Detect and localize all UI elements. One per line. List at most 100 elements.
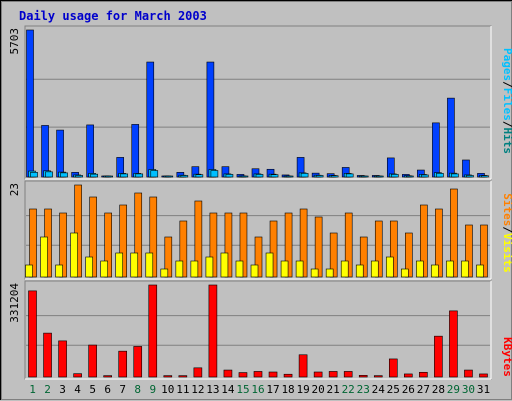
bar-pages-15 xyxy=(240,175,249,178)
bar-kbytes-14 xyxy=(223,369,233,378)
legend-part: Pages xyxy=(501,48,512,81)
bar-sites-3 xyxy=(55,264,63,278)
bar-visits-20 xyxy=(314,216,323,278)
x-label-day-15: 15 xyxy=(236,383,249,396)
bar-visits-25 xyxy=(389,220,398,278)
bar-pages-30 xyxy=(466,175,474,178)
legend-sites-visits: Sites/Visits xyxy=(501,193,512,273)
bar-visits-13 xyxy=(209,212,218,278)
bar-sites-25 xyxy=(385,256,394,278)
bar-kbytes-15 xyxy=(238,372,248,378)
bar-sites-23 xyxy=(355,264,364,278)
bar-sites-21 xyxy=(325,268,334,278)
x-label-day-7: 7 xyxy=(119,383,126,396)
x-label-day-13: 13 xyxy=(206,383,219,396)
bar-kbytes-28 xyxy=(434,335,443,378)
bar-kbytes-20 xyxy=(313,371,323,378)
bar-sites-17 xyxy=(265,252,274,278)
x-label-day-29: 29 xyxy=(447,383,460,396)
x-label-day-28: 28 xyxy=(432,383,445,396)
bar-visits-26 xyxy=(405,232,413,278)
bar-kbytes-5 xyxy=(88,344,97,378)
bar-kbytes-30 xyxy=(464,369,473,378)
bar-kbytes-16 xyxy=(253,371,263,378)
x-label-day-9: 9 xyxy=(149,383,156,396)
x-label-day-16: 16 xyxy=(251,383,264,396)
bar-sites-11 xyxy=(175,260,184,278)
legend-kbytes: KBytes xyxy=(501,337,512,377)
legend-part: Visits xyxy=(501,233,512,273)
bar-visits-31 xyxy=(480,224,488,278)
x-label-day-3: 3 xyxy=(59,383,66,396)
bar-sites-8 xyxy=(130,252,139,278)
bar-sites-5 xyxy=(85,256,93,278)
bar-pages-28 xyxy=(436,173,444,178)
bar-visits-8 xyxy=(134,192,143,278)
legend-part: Files xyxy=(501,88,512,121)
bar-sites-15 xyxy=(235,260,244,278)
x-label-day-10: 10 xyxy=(161,383,174,396)
bar-hits-13 xyxy=(206,61,215,178)
bar-hits-2 xyxy=(41,125,49,178)
legend-part: Hits xyxy=(501,128,512,155)
bar-visits-30 xyxy=(465,224,473,278)
bar-kbytes-3 xyxy=(58,340,67,378)
bar-pages-6 xyxy=(105,175,113,178)
y-max-label-hits-files-pages: 5703 xyxy=(8,28,21,55)
bar-sites-26 xyxy=(401,268,409,278)
bar-sites-13 xyxy=(205,256,214,278)
x-label-day-12: 12 xyxy=(191,383,204,396)
x-label-day-4: 4 xyxy=(74,383,81,396)
bar-pages-9 xyxy=(150,170,159,178)
bar-pages-14 xyxy=(225,174,234,178)
bar-pages-1 xyxy=(30,172,38,178)
legend-part: / xyxy=(501,121,512,128)
legend-pages-files-hits: Pages/Files/Hits xyxy=(501,48,512,154)
bar-kbytes-8 xyxy=(133,346,143,378)
bar-pages-19 xyxy=(300,173,309,178)
bar-visits-10 xyxy=(164,236,173,278)
chart-title: Daily usage for March 2003 xyxy=(19,9,207,23)
bar-visits-23 xyxy=(359,236,368,278)
bar-sites-14 xyxy=(220,252,229,278)
bar-pages-2 xyxy=(45,171,53,178)
bar-pages-20 xyxy=(315,175,324,178)
bar-pages-16 xyxy=(255,174,264,178)
bar-pages-17 xyxy=(270,174,279,178)
x-label-day-17: 17 xyxy=(266,383,279,396)
legend-part: KBytes xyxy=(501,337,512,377)
x-label-day-1: 1 xyxy=(29,383,36,396)
bar-pages-31 xyxy=(481,175,489,178)
bar-pages-7 xyxy=(120,173,129,178)
bar-visits-6 xyxy=(104,212,112,278)
x-label-day-21: 21 xyxy=(327,383,340,396)
bar-visits-19 xyxy=(299,208,308,278)
bar-hits-30 xyxy=(462,159,470,178)
bar-sites-31 xyxy=(476,264,484,278)
bar-hits-1 xyxy=(26,29,34,178)
bar-sites-6 xyxy=(100,260,108,278)
bar-visits-7 xyxy=(119,204,128,278)
bar-sites-4 xyxy=(70,232,78,278)
bar-visits-15 xyxy=(239,212,248,278)
bar-visits-17 xyxy=(269,220,278,278)
bar-hits-9 xyxy=(146,61,155,178)
bar-kbytes-22 xyxy=(343,371,353,378)
y-max-label-kbytes: 331204 xyxy=(8,283,21,323)
bar-sites-29 xyxy=(446,260,454,278)
bar-visits-4 xyxy=(74,184,82,278)
bar-sites-1 xyxy=(25,264,33,278)
x-label-day-31: 31 xyxy=(477,383,490,396)
bar-pages-29 xyxy=(451,173,459,178)
bar-pages-8 xyxy=(135,173,144,178)
bar-visits-3 xyxy=(59,212,67,278)
x-label-day-24: 24 xyxy=(372,383,386,396)
y-max-label-visits-sites: 23 xyxy=(8,183,21,196)
bar-kbytes-7 xyxy=(118,350,128,378)
bar-sites-30 xyxy=(461,260,469,278)
x-label-day-22: 22 xyxy=(342,383,355,396)
x-label-day-5: 5 xyxy=(89,383,96,396)
bar-sites-9 xyxy=(145,252,154,278)
